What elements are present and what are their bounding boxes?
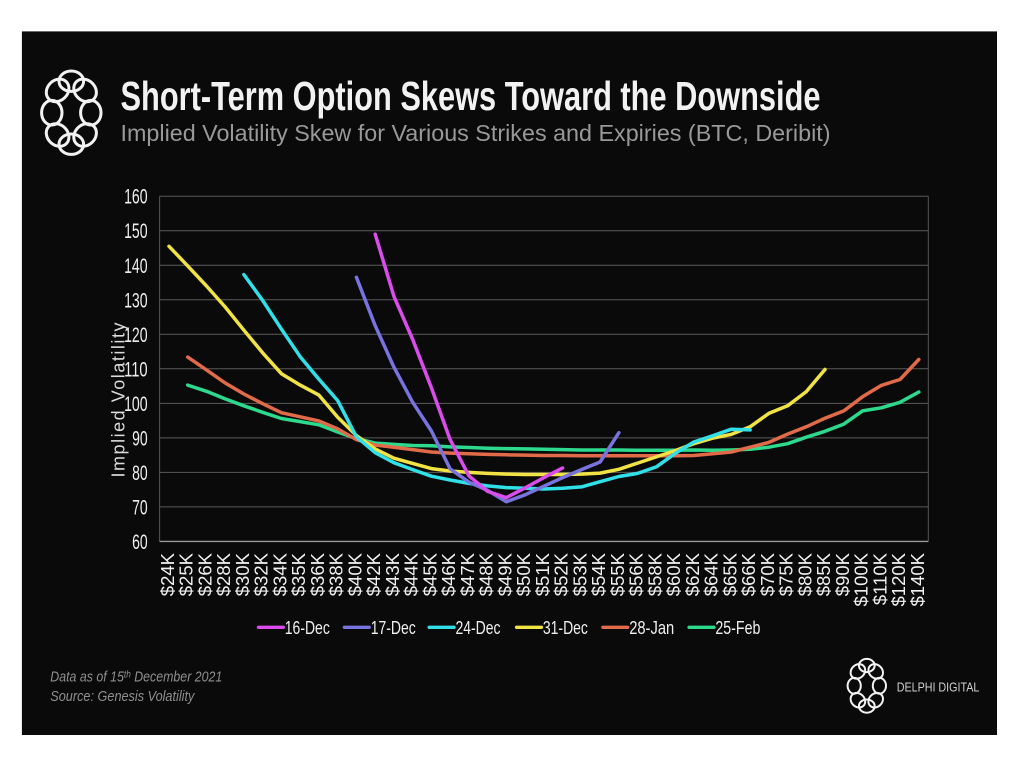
svg-text:$35K: $35K [288, 552, 309, 596]
svg-text:Source: Genesis Volatility: Source: Genesis Volatility [50, 687, 195, 704]
svg-text:$26K: $26K [195, 552, 216, 596]
svg-text:$24K: $24K [157, 552, 178, 596]
svg-text:$49K: $49K [494, 552, 515, 596]
svg-text:$46K: $46K [438, 552, 459, 596]
svg-text:16-Dec: 16-Dec [285, 618, 330, 638]
svg-text:130: 130 [124, 289, 148, 312]
svg-text:$100K: $100K [851, 552, 872, 606]
svg-text:$80K: $80K [794, 552, 815, 596]
svg-text:$51K: $51K [532, 552, 553, 596]
svg-text:$25K: $25K [176, 552, 197, 596]
svg-text:$65K: $65K [719, 552, 740, 596]
svg-text:$45K: $45K [419, 552, 440, 596]
svg-text:$64K: $64K [701, 552, 722, 596]
svg-text:$85K: $85K [813, 552, 834, 596]
svg-text:$55K: $55K [607, 552, 628, 596]
svg-text:140: 140 [124, 255, 148, 278]
svg-text:60: 60 [132, 531, 148, 554]
svg-text:$28K: $28K [213, 552, 234, 596]
svg-text:25-Feb: 25-Feb [715, 618, 760, 638]
svg-text:$110K: $110K [869, 552, 890, 605]
svg-text:$42K: $42K [363, 552, 384, 596]
svg-text:Short-Term Option Skews Toward: Short-Term Option Skews Toward the Downs… [121, 73, 821, 119]
svg-text:24-Dec: 24-Dec [456, 618, 501, 638]
svg-text:$120K: $120K [888, 552, 909, 606]
svg-text:17-Dec: 17-Dec [371, 618, 416, 638]
svg-text:80: 80 [132, 462, 148, 485]
svg-text:Implied Volatility: Implied Volatility [109, 323, 129, 478]
svg-text:$140K: $140K [907, 552, 928, 606]
svg-text:$52K: $52K [551, 552, 572, 596]
svg-text:$48K: $48K [476, 552, 497, 596]
svg-text:$44K: $44K [401, 552, 422, 596]
svg-text:$32K: $32K [251, 552, 272, 596]
svg-text:$54K: $54K [588, 552, 609, 596]
svg-text:28-Jan: 28-Jan [629, 618, 674, 638]
svg-text:$70K: $70K [757, 552, 778, 596]
svg-text:110: 110 [124, 358, 148, 381]
svg-text:$60K: $60K [663, 552, 684, 596]
svg-text:120: 120 [124, 324, 148, 347]
svg-text:$38K: $38K [326, 552, 347, 596]
svg-text:$47K: $47K [457, 552, 478, 596]
svg-text:$62K: $62K [682, 552, 703, 596]
svg-text:100: 100 [124, 393, 148, 416]
svg-text:$75K: $75K [776, 552, 797, 596]
svg-text:Implied Volatility Skew for Va: Implied Volatility Skew for Various Stri… [121, 120, 831, 146]
svg-text:$56K: $56K [626, 552, 647, 596]
svg-text:150: 150 [124, 220, 148, 243]
svg-text:160: 160 [124, 186, 148, 209]
svg-text:$34K: $34K [269, 552, 290, 596]
svg-text:70: 70 [132, 496, 148, 519]
svg-text:$50K: $50K [513, 552, 534, 596]
svg-text:31-Dec: 31-Dec [543, 618, 588, 638]
svg-text:$66K: $66K [738, 552, 759, 596]
svg-text:DELPHI DIGITAL: DELPHI DIGITAL [897, 680, 980, 695]
svg-text:Data as of 15th December 2021: Data as of 15th December 2021 [50, 668, 222, 684]
svg-text:$90K: $90K [832, 552, 853, 596]
svg-text:$58K: $58K [644, 552, 665, 596]
svg-text:$30K: $30K [232, 552, 253, 596]
svg-text:$53K: $53K [569, 552, 590, 596]
svg-text:$40K: $40K [344, 552, 365, 596]
svg-text:90: 90 [132, 427, 148, 450]
svg-text:$43K: $43K [382, 552, 403, 596]
svg-text:$36K: $36K [307, 552, 328, 596]
